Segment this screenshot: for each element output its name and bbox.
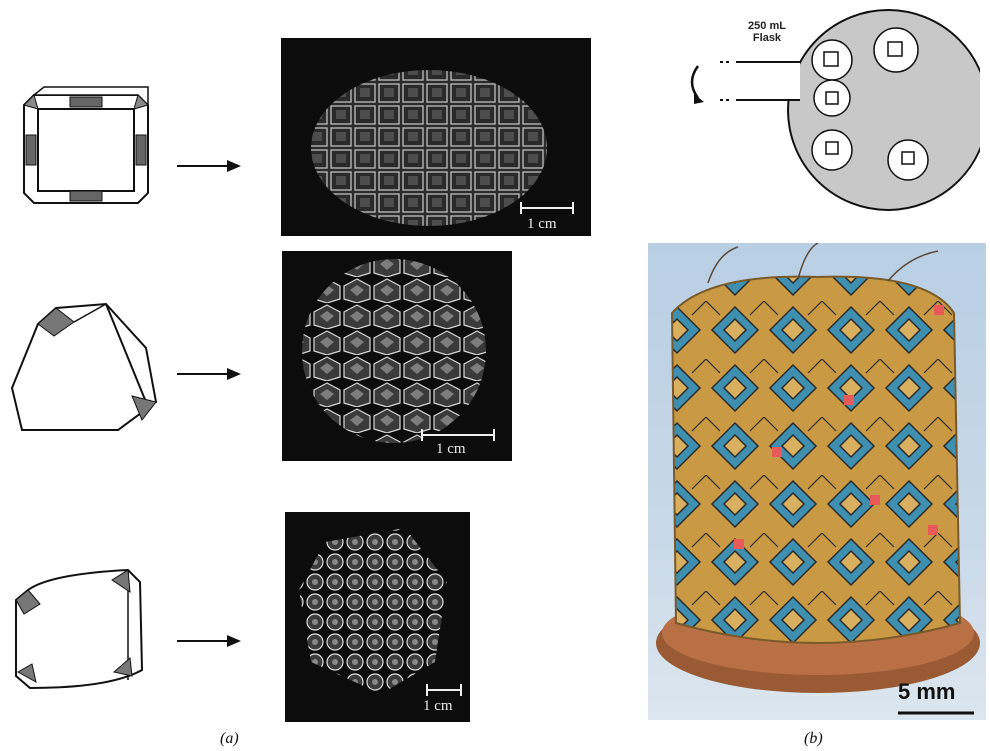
flask-label: 250 mL Flask: [732, 20, 802, 44]
rotation-arrow-icon: [690, 65, 704, 104]
truncated-tetrahedron-drawing: [10, 302, 158, 431]
scale-label: 1 cm: [423, 698, 453, 714]
flask-label-text: Flask: [752, 32, 782, 44]
truncated-cube-drawing: [23, 86, 149, 204]
scale-bar: [426, 684, 462, 696]
arrow-right-icon: [177, 160, 241, 172]
photo-assembly-on-penny: 5 mm: [648, 243, 986, 720]
arrow-right-icon: [177, 635, 241, 647]
caption-b: (b): [804, 730, 823, 747]
flask-schematic: [690, 9, 980, 211]
caption-a: (a): [220, 730, 239, 747]
photo-scale-label: 5 mm: [898, 679, 956, 704]
scale-label: 1 cm: [436, 441, 466, 457]
scale-label: 1 cm: [527, 216, 557, 232]
photo-assembly-tetrahedra: 1 cm: [282, 251, 512, 461]
polyhedron-icon: [811, 27, 929, 181]
photo-assembly-cubes: 1 cm: [281, 38, 591, 236]
scale-bar: [898, 711, 974, 715]
arrow-right-icon: [177, 368, 241, 380]
photo-assembly-rounded: 1 cm: [285, 512, 470, 722]
flask-label-volume: 250 mL: [748, 20, 786, 32]
truncated-cube-rounded-drawing: [15, 568, 144, 690]
scale-bar: [520, 202, 574, 214]
scale-bar: [421, 429, 495, 441]
